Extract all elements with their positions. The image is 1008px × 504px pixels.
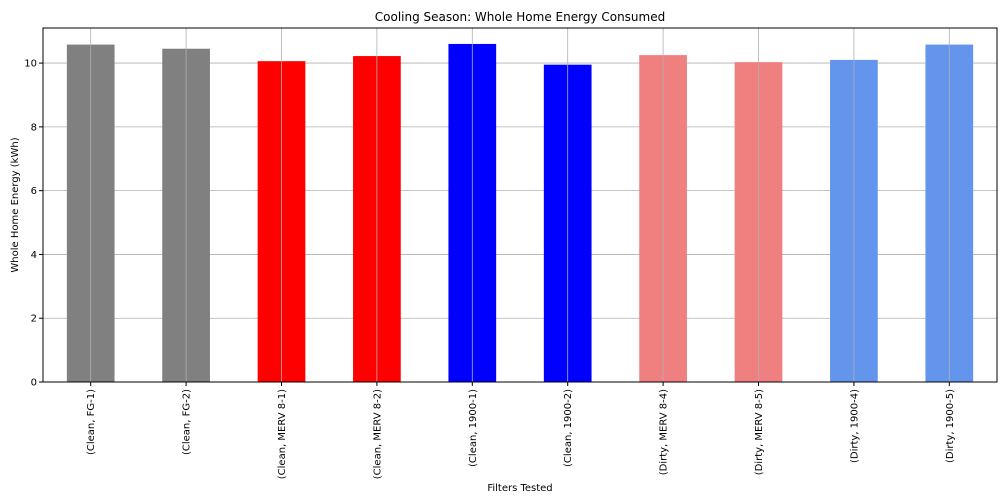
plot-frame <box>42 27 998 383</box>
y-tick-label: 4 <box>31 250 37 261</box>
y-axis-label: Whole Home Energy (kWh) <box>10 137 21 272</box>
x-axis-ticks: (Clean, FG-1) (Clean, FG-2) (Clean, MERV 8… <box>86 382 956 479</box>
x-tick-label: (Clean, MERV 8-1) <box>277 389 288 479</box>
x-axis-label: Filters Tested <box>487 483 552 494</box>
y-tick-label: 2 <box>31 314 37 325</box>
y-tick-label: 8 <box>31 122 37 133</box>
x-tick-label: (Clean, 1900-2) <box>563 389 574 467</box>
x-tick-label: (Dirty, MERV 8-5) <box>754 389 765 475</box>
x-tick-label: (Dirty, 1900-5) <box>945 389 956 463</box>
x-tick-label: (Clean, 1900-1) <box>468 389 479 467</box>
x-tick-label: (Clean, FG-1) <box>86 389 97 455</box>
x-tick-label: (Dirty, MERV 8-4) <box>659 389 670 475</box>
x-tick-label: (Clean, FG-2) <box>182 389 193 455</box>
y-tick-label: 10 <box>24 59 37 70</box>
y-tick-label: 6 <box>31 186 37 197</box>
x-tick-label: (Clean, MERV 8-2) <box>372 389 383 479</box>
bars <box>66 43 974 383</box>
y-tick-label: 0 <box>31 378 37 389</box>
chart-title: Cooling Season: Whole Home Energy Consum… <box>375 10 665 24</box>
x-tick-label: (Dirty, 1900-4) <box>849 389 860 463</box>
y-axis-ticks: 0 2 4 6 8 10 <box>24 59 43 389</box>
vertical-grid <box>90 28 950 382</box>
